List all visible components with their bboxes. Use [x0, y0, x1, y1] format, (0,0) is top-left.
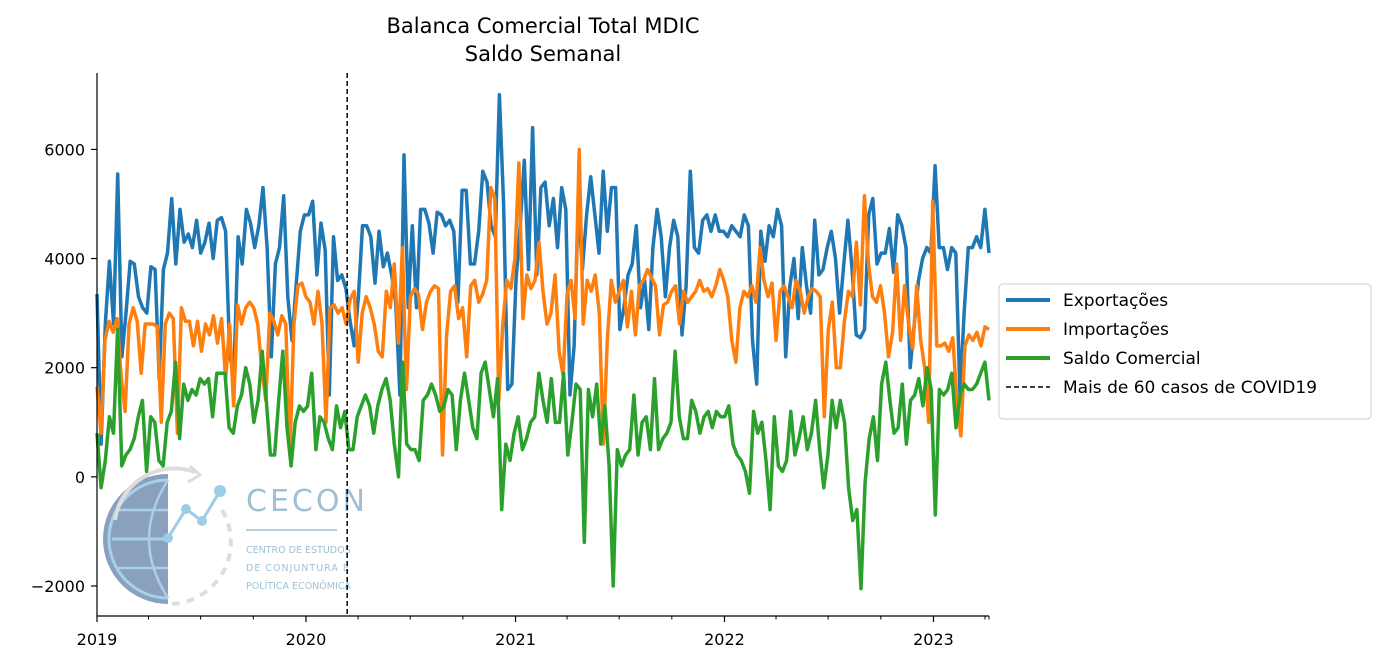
y-tick-label-4: 6000	[44, 140, 85, 159]
legend-label-covid: Mais de 60 casos de COVID19	[1063, 378, 1317, 398]
x-tick-label-4: 2023	[913, 630, 954, 649]
logo-line-1: CENTRO DE ESTUDOS	[246, 545, 351, 556]
logo-title: CECON	[246, 484, 368, 519]
series-line-2	[95, 327, 991, 591]
logo-line-3: POLÍTICA ECONÔMICA	[246, 580, 351, 592]
x-tick-label-0: 2019	[77, 630, 118, 649]
x-tick-label-2: 2021	[495, 630, 536, 649]
y-tick-label-0: −2000	[31, 577, 85, 596]
series-line-0	[95, 93, 991, 446]
series-line-1	[95, 147, 990, 457]
logo-line-2: DE CONJUNTURA E	[246, 563, 350, 574]
y-tick-label-2: 2000	[44, 359, 85, 378]
x-tick-label-1: 2020	[286, 630, 327, 649]
legend-label-saldo: Saldo Comercial	[1063, 349, 1201, 369]
legend-label-importacoes: Importações	[1063, 320, 1169, 340]
axes: −2000 0 2000 4000 6000 2019 2020 2021 2022 2023	[31, 73, 990, 649]
legend-label-exportacoes: Exportações	[1063, 291, 1168, 311]
chart-subtitle: Saldo Semanal	[465, 42, 621, 66]
x-tick-label-3: 2022	[704, 630, 745, 649]
legend-box	[998, 283, 1372, 420]
chart-title: Balanca Comercial Total MDIC	[386, 14, 699, 38]
cecon-logo: CECON CENTRO DE ESTUDOS DE CONJUNTURA E …	[103, 464, 368, 607]
y-tick-label-3: 4000	[44, 250, 85, 269]
y-tick-label-1: 0	[75, 468, 85, 487]
series-layer	[95, 93, 991, 591]
legend: Exportações Importações Saldo Comercial …	[998, 283, 1372, 420]
